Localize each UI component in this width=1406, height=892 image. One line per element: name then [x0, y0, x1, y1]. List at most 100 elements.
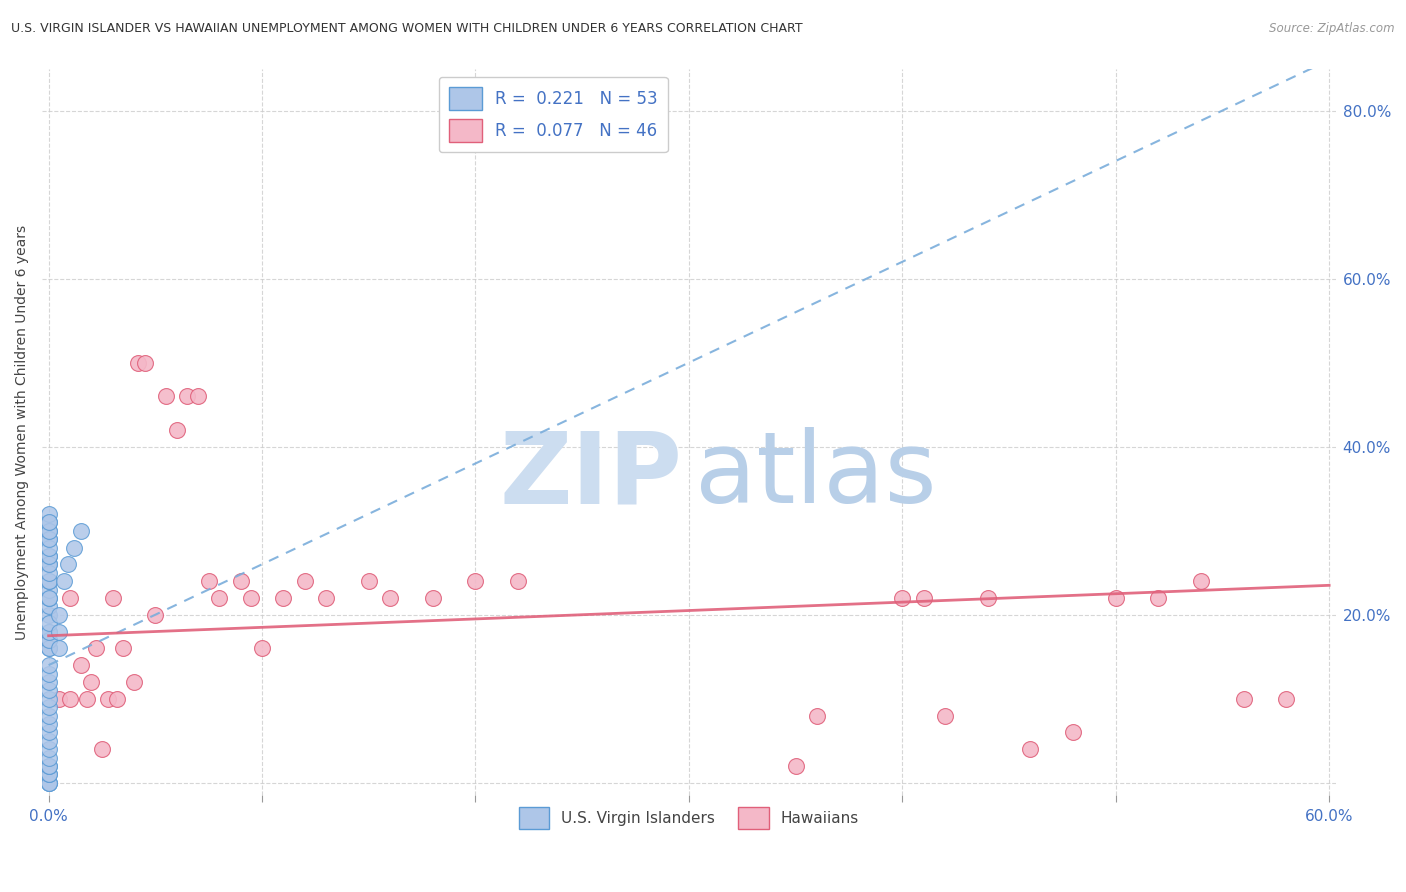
Point — [38, 558, 60, 572]
Point — [891, 591, 914, 605]
Point — [197, 574, 219, 588]
Point — [38, 691, 60, 706]
Point — [378, 591, 401, 605]
Point — [38, 541, 60, 555]
Point — [38, 574, 60, 588]
Point — [38, 776, 60, 790]
Point — [38, 507, 60, 521]
Point — [38, 616, 60, 631]
Point — [48, 607, 70, 622]
Point — [80, 675, 103, 690]
Point — [934, 708, 956, 723]
Point — [1189, 574, 1212, 588]
Point — [785, 759, 807, 773]
Point — [69, 658, 91, 673]
Legend: U.S. Virgin Islanders, Hawaiians: U.S. Virgin Islanders, Hawaiians — [512, 801, 865, 835]
Point — [101, 591, 124, 605]
Point — [38, 549, 60, 563]
Point — [229, 574, 252, 588]
Point — [38, 658, 60, 673]
Point — [38, 632, 60, 647]
Point — [1147, 591, 1170, 605]
Point — [166, 423, 188, 437]
Point — [38, 516, 60, 530]
Point — [315, 591, 337, 605]
Point — [38, 759, 60, 773]
Point — [105, 691, 128, 706]
Point — [56, 558, 79, 572]
Point — [1062, 725, 1084, 739]
Point — [38, 549, 60, 563]
Point — [1275, 691, 1298, 706]
Point — [187, 389, 209, 403]
Point — [48, 641, 70, 656]
Point — [38, 733, 60, 747]
Point — [38, 591, 60, 605]
Point — [48, 624, 70, 639]
Point — [134, 356, 156, 370]
Point — [38, 532, 60, 546]
Point — [91, 742, 114, 756]
Point — [112, 641, 135, 656]
Point — [38, 524, 60, 538]
Point — [508, 574, 530, 588]
Point — [38, 624, 60, 639]
Point — [38, 776, 60, 790]
Point — [176, 389, 198, 403]
Point — [250, 641, 273, 656]
Point — [59, 591, 82, 605]
Point — [48, 691, 70, 706]
Point — [127, 356, 149, 370]
Point — [97, 691, 120, 706]
Point — [1233, 691, 1256, 706]
Point — [38, 607, 60, 622]
Text: U.S. VIRGIN ISLANDER VS HAWAIIAN UNEMPLOYMENT AMONG WOMEN WITH CHILDREN UNDER 6 : U.S. VIRGIN ISLANDER VS HAWAIIAN UNEMPLO… — [11, 22, 803, 36]
Text: Source: ZipAtlas.com: Source: ZipAtlas.com — [1270, 22, 1395, 36]
Text: ZIP: ZIP — [499, 427, 682, 524]
Point — [38, 599, 60, 614]
Point — [240, 591, 263, 605]
Point — [84, 641, 107, 656]
Point — [38, 558, 60, 572]
Point — [38, 666, 60, 681]
Point — [1019, 742, 1042, 756]
Point — [69, 524, 91, 538]
Point — [1105, 591, 1128, 605]
Point — [38, 516, 60, 530]
Point — [38, 767, 60, 781]
Text: atlas: atlas — [696, 427, 936, 524]
Point — [38, 700, 60, 714]
Point — [155, 389, 177, 403]
Point — [976, 591, 998, 605]
Point — [38, 742, 60, 756]
Point — [38, 566, 60, 580]
Point — [76, 691, 98, 706]
Point — [273, 591, 295, 605]
Point — [38, 759, 60, 773]
Point — [38, 574, 60, 588]
Point — [912, 591, 935, 605]
Point — [357, 574, 380, 588]
Y-axis label: Unemployment Among Women with Children Under 6 years: Unemployment Among Women with Children U… — [15, 225, 30, 640]
Point — [38, 750, 60, 764]
Point — [38, 683, 60, 698]
Point — [38, 708, 60, 723]
Point — [59, 691, 82, 706]
Point — [806, 708, 828, 723]
Point — [464, 574, 486, 588]
Point — [422, 591, 444, 605]
Point — [38, 717, 60, 731]
Point — [38, 524, 60, 538]
Point — [38, 675, 60, 690]
Point — [52, 574, 75, 588]
Point — [143, 607, 166, 622]
Point — [38, 591, 60, 605]
Point — [63, 541, 86, 555]
Point — [38, 632, 60, 647]
Point — [208, 591, 231, 605]
Point — [38, 582, 60, 597]
Point — [38, 776, 60, 790]
Point — [38, 624, 60, 639]
Point — [122, 675, 145, 690]
Point — [38, 641, 60, 656]
